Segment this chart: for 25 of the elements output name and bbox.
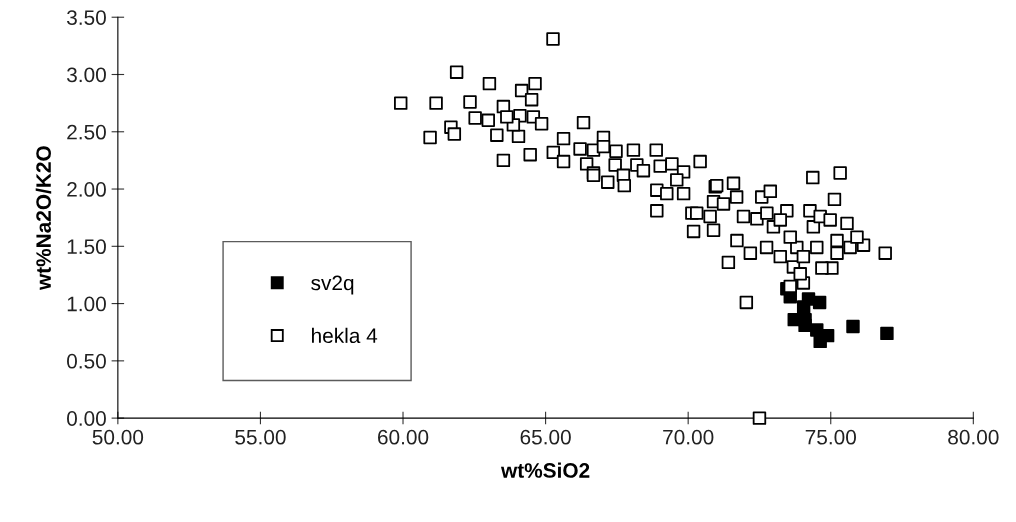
y-tick-label: 3.00 (67, 67, 106, 83)
x-tick-label: 80.00 (948, 429, 999, 445)
x-tick-label: 70.00 (663, 429, 714, 445)
y-tick-label: 1.50 (67, 239, 106, 255)
point (798, 312, 812, 327)
y-tick-label: 1.00 (67, 296, 106, 312)
y-tick-label: 2.00 (67, 182, 106, 197)
y-tick-label: 2.50 (67, 124, 106, 140)
x-tick-label: 50.00 (92, 429, 144, 445)
y-tick-label: 0.00 (67, 411, 106, 426)
x-tick-label: 75.00 (805, 429, 856, 445)
legend-label: sv2q (311, 275, 354, 295)
point (812, 295, 827, 310)
x-axis-title: wt%SiO2 (500, 462, 590, 478)
x-tick-label: 65.00 (520, 429, 571, 445)
point (813, 334, 827, 349)
point (880, 326, 894, 341)
y-tick-label: 3.50 (67, 10, 106, 25)
point (801, 292, 816, 306)
y-axis-title: wt%Na2O/K2O (35, 146, 52, 291)
x-tick-label: 60.00 (378, 429, 429, 445)
y-tick-label: 0.50 (67, 353, 106, 369)
x-tick-label: 55.00 (235, 429, 286, 445)
point (846, 319, 860, 334)
legend-label: hekla 4 (312, 327, 378, 344)
